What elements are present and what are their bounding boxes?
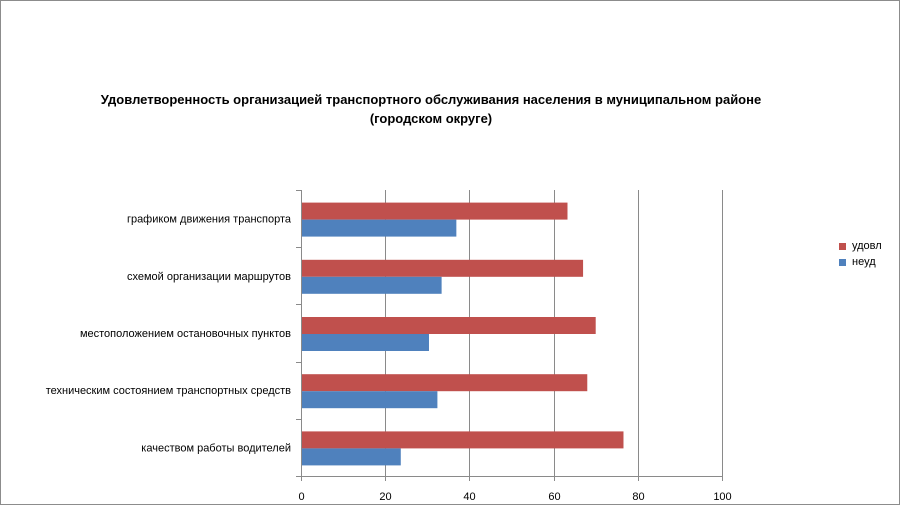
bar-udovl-2	[301, 317, 596, 334]
bar-udovl-1	[301, 259, 584, 277]
chart-title: Удовлетворенность организацией транспорт…	[61, 90, 801, 128]
x-tick-label-100: 100	[713, 491, 731, 503]
bar-udovl-4	[301, 431, 624, 449]
category-label-1: схемой организации маршрутов	[127, 271, 291, 283]
chart-title-line-2: (городском округе)	[369, 111, 493, 126]
category-label-3: техническим состоянием транспортных сред…	[46, 385, 291, 397]
chart-legend: удовл неуд	[839, 238, 882, 270]
x-tick-label-40: 40	[463, 491, 475, 503]
bar-udovl-3	[301, 374, 588, 392]
legend-swatch-udovl	[839, 242, 846, 250]
legend-label-udovl: удовл	[852, 240, 882, 252]
bar-neud-3	[301, 391, 438, 409]
legend-item-udovl: удовл	[839, 238, 882, 254]
bar-neud-2	[301, 334, 429, 351]
bar-neud-1	[301, 276, 442, 294]
x-tick-label-20: 20	[379, 491, 391, 503]
bar-neud-4	[301, 448, 401, 466]
legend-label-neud: неуд	[852, 256, 876, 268]
x-tick-label-80: 80	[632, 491, 644, 503]
category-label-0: графиком движения транспорта	[127, 214, 292, 226]
x-tick-label-0: 0	[298, 491, 304, 503]
category-label-2: местоположением остановочных пунктов	[80, 328, 291, 340]
chart-title-line-1: Удовлетворенность организацией транспорт…	[100, 92, 762, 107]
legend-swatch-neud	[839, 258, 846, 266]
category-label-4: качеством работы водителей	[141, 442, 291, 454]
bar-udovl-0	[301, 202, 568, 220]
x-tick-label-60: 60	[548, 491, 560, 503]
legend-item-neud: неуд	[839, 254, 882, 270]
bar-neud-0	[301, 219, 457, 237]
